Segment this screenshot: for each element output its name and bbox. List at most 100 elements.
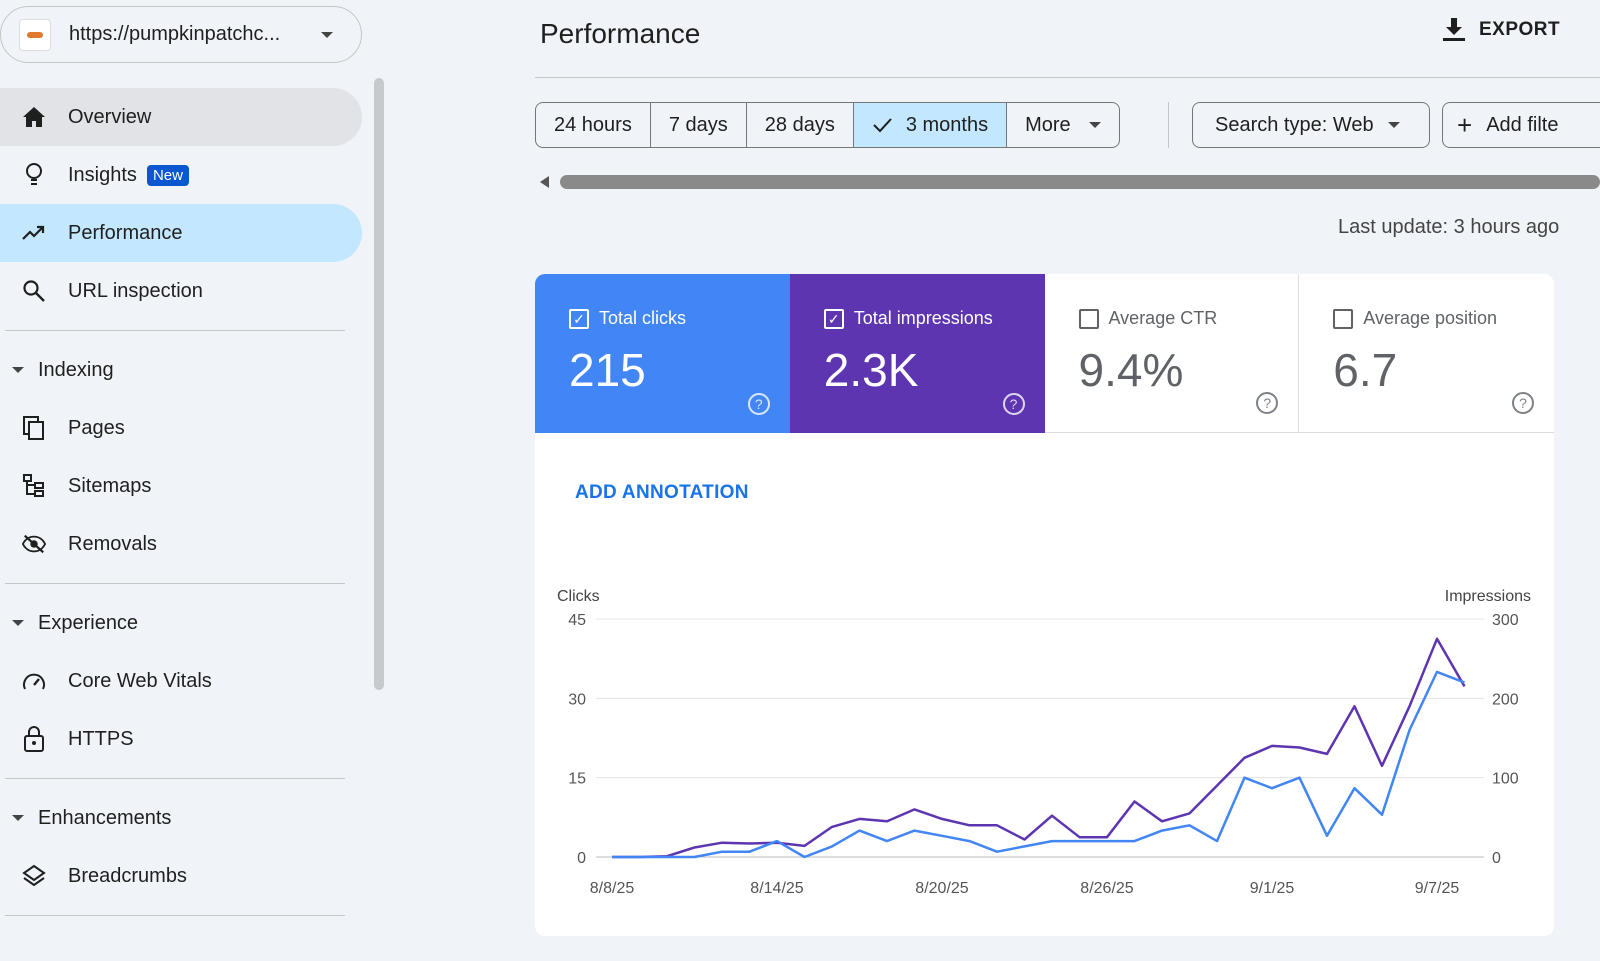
- eye-off-icon: [22, 532, 46, 556]
- caret-down-icon: [1387, 122, 1400, 128]
- search-type-filter[interactable]: Search type: Web: [1192, 102, 1430, 148]
- sidebar-item-label: HTTPS: [68, 727, 134, 750]
- sidebar-item-breadcrumbs[interactable]: Breadcrumbs: [0, 847, 362, 905]
- sidebar-item-label: Sitemaps: [68, 474, 152, 497]
- add-filter-button[interactable]: + Add filte: [1442, 102, 1600, 148]
- performance-chart: Clicks Impressions 0 0 15 100 30 200 45 300 8/8/25…: [557, 588, 1531, 897]
- series-line-impressions: [612, 637, 1466, 859]
- site-favicon-icon: [19, 18, 51, 51]
- x-tick-label: 9/7/25: [1415, 880, 1460, 897]
- range-3-months[interactable]: 3 months: [853, 103, 1008, 147]
- range-7-days[interactable]: 7 days: [651, 103, 747, 147]
- section-indexing[interactable]: Indexing: [0, 341, 370, 399]
- y-tick-label: 15: [568, 771, 586, 788]
- help-icon[interactable]: ?: [1256, 392, 1279, 414]
- metric-value: 9.4%: [1078, 344, 1184, 396]
- checkbox-checked-icon[interactable]: ✓: [823, 308, 844, 329]
- y-tick-label: 30: [568, 691, 586, 708]
- new-badge: New: [146, 164, 189, 186]
- metric-label: Average CTR: [1108, 308, 1218, 328]
- divider: [5, 583, 345, 584]
- sidebar-item-removals[interactable]: Removals: [0, 515, 362, 573]
- section-experience[interactable]: Experience: [0, 594, 370, 652]
- sidebar-scrollbar[interactable]: [374, 78, 384, 690]
- divider: [5, 778, 345, 779]
- section-label: Enhancements: [38, 806, 172, 829]
- scroll-left-icon[interactable]: [540, 176, 549, 188]
- range-label: 24 hours: [554, 113, 632, 136]
- horizontal-scrollbar[interactable]: [560, 175, 1600, 189]
- sidebar-item-label: Performance: [68, 221, 183, 244]
- x-tick-label: 8/20/25: [915, 880, 968, 897]
- caret-down-icon: [12, 815, 24, 821]
- caret-down-icon: [1088, 122, 1101, 128]
- metric-value: 2.3K: [823, 344, 919, 396]
- sidebar-item-pages[interactable]: Pages: [0, 399, 362, 457]
- trending-up-icon: [22, 221, 46, 245]
- metric-total-clicks[interactable]: ✓ Total clicks 215?: [535, 274, 790, 433]
- y2-tick-label: 100: [1492, 771, 1519, 788]
- add-filter-label: Add filte: [1486, 113, 1559, 136]
- range-28-days[interactable]: 28 days: [747, 103, 854, 147]
- section-label: Indexing: [38, 358, 114, 381]
- range-label: More: [1025, 113, 1071, 136]
- search-icon: [22, 279, 46, 303]
- metric-average-ctr[interactable]: Average CTR 9.4%?: [1044, 274, 1300, 433]
- search-type-label: Search type: Web: [1215, 113, 1374, 136]
- y-tick-label: 45: [568, 612, 586, 629]
- x-tick-label: 8/8/25: [590, 880, 635, 897]
- range-more[interactable]: More: [1007, 103, 1119, 147]
- sidebar-item-label: Core Web Vitals: [68, 669, 212, 692]
- y-tick-label: 0: [577, 850, 586, 867]
- chevron-down-icon: [321, 31, 333, 38]
- help-icon[interactable]: ?: [1002, 393, 1025, 415]
- range-label: 28 days: [764, 113, 835, 136]
- property-selector[interactable]: https://pumpkinpatchc...: [0, 6, 362, 63]
- sidebar-item-url-inspection[interactable]: URL inspection: [0, 262, 362, 320]
- metric-total-impressions[interactable]: ✓ Total impressions 2.3K?: [789, 274, 1045, 433]
- divider: [5, 330, 345, 331]
- sidebar-item-label: Removals: [68, 532, 157, 555]
- metric-label: Total clicks: [599, 308, 687, 328]
- y2-tick-label: 0: [1492, 850, 1501, 867]
- layers-icon: [22, 864, 46, 888]
- date-range-selector: 24 hours 7 days 28 days 3 months More: [535, 102, 1120, 148]
- metric-average-position[interactable]: Average position 6.7?: [1299, 274, 1554, 433]
- x-tick-label: 8/14/25: [750, 880, 803, 897]
- home-icon: [22, 105, 46, 129]
- divider: [1168, 102, 1169, 148]
- sidebar-item-sitemaps[interactable]: Sitemaps: [0, 457, 362, 515]
- checkbox-unchecked-icon[interactable]: [1078, 308, 1099, 329]
- y2-tick-label: 300: [1492, 612, 1519, 629]
- pages-icon: [22, 416, 46, 440]
- y-axis-label: Clicks: [557, 588, 600, 605]
- checkbox-unchecked-icon[interactable]: [1333, 308, 1354, 329]
- sidebar: Overview Insights New Performance URL ins…: [0, 88, 370, 926]
- metric-label: Average position: [1363, 308, 1498, 328]
- sidebar-item-insights[interactable]: Insights New: [0, 146, 362, 204]
- help-icon[interactable]: ?: [1512, 392, 1535, 414]
- sidebar-item-performance[interactable]: Performance: [0, 204, 362, 262]
- help-icon[interactable]: ?: [747, 393, 770, 415]
- section-label: Experience: [38, 611, 139, 634]
- lock-icon: [22, 726, 46, 752]
- export-button[interactable]: EXPORT: [1443, 18, 1560, 42]
- check-icon: [873, 118, 892, 133]
- divider: [5, 915, 345, 916]
- caret-down-icon: [12, 620, 24, 626]
- series-line-clicks: [612, 670, 1465, 859]
- range-label: 3 months: [905, 113, 989, 136]
- sidebar-item-label: Insights: [68, 163, 137, 186]
- metric-value: 6.7: [1333, 344, 1398, 396]
- range-24-hours[interactable]: 24 hours: [536, 103, 651, 147]
- checkbox-checked-icon[interactable]: ✓: [569, 308, 589, 329]
- sidebar-item-https[interactable]: HTTPS: [0, 710, 362, 768]
- plus-icon: +: [1457, 110, 1473, 140]
- section-enhancements[interactable]: Enhancements: [0, 789, 370, 847]
- x-tick-label: 9/1/25: [1250, 880, 1295, 897]
- sidebar-item-core-web-vitals[interactable]: Core Web Vitals: [0, 652, 362, 710]
- property-url: https://pumpkinpatchc...: [69, 23, 281, 45]
- add-annotation-button[interactable]: ADD ANNOTATION: [575, 482, 749, 503]
- sidebar-item-label: Breadcrumbs: [68, 864, 187, 887]
- sidebar-item-overview[interactable]: Overview: [0, 88, 362, 146]
